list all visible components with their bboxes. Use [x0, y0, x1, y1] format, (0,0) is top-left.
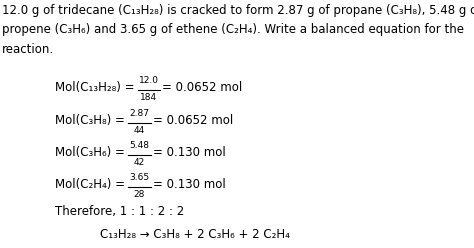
Text: Therefore, 1 : 1 : 2 : 2: Therefore, 1 : 1 : 2 : 2	[55, 205, 184, 217]
Text: propene (C₃H₆) and 3.65 g of ethene (C₂H₄). Write a balanced equation for the: propene (C₃H₆) and 3.65 g of ethene (C₂H…	[2, 24, 465, 36]
Text: 12.0 g of tridecane (C₁₃H₂₈) is cracked to form 2.87 g of propane (C₃H₈), 5.48 g: 12.0 g of tridecane (C₁₃H₂₈) is cracked …	[2, 4, 474, 17]
Text: Mol(C₃H₆) =: Mol(C₃H₆) =	[55, 146, 128, 159]
Text: 2.87: 2.87	[129, 109, 149, 118]
Text: 12.0: 12.0	[139, 76, 159, 85]
Text: Mol(C₁₃H₂₈) =: Mol(C₁₃H₂₈) =	[55, 81, 138, 93]
Text: Mol(C₃H₈) =: Mol(C₃H₈) =	[55, 114, 128, 127]
Text: 184: 184	[140, 93, 157, 101]
Text: C₁₃H₂₈ → C₃H₈ + 2 C₃H₆ + 2 C₂H₄: C₁₃H₂₈ → C₃H₈ + 2 C₃H₆ + 2 C₂H₄	[100, 228, 290, 241]
Text: = 0.0652 mol: = 0.0652 mol	[163, 81, 243, 93]
Text: 42: 42	[134, 158, 145, 167]
Text: 28: 28	[134, 190, 145, 199]
Text: = 0.130 mol: = 0.130 mol	[153, 146, 226, 159]
Text: Mol(C₂H₄) =: Mol(C₂H₄) =	[55, 179, 128, 191]
Text: 44: 44	[134, 126, 145, 135]
Text: = 0.130 mol: = 0.130 mol	[153, 179, 226, 191]
Text: 3.65: 3.65	[129, 174, 150, 183]
Text: reaction.: reaction.	[2, 43, 55, 56]
Text: 5.48: 5.48	[129, 141, 149, 150]
Text: = 0.0652 mol: = 0.0652 mol	[153, 114, 233, 127]
